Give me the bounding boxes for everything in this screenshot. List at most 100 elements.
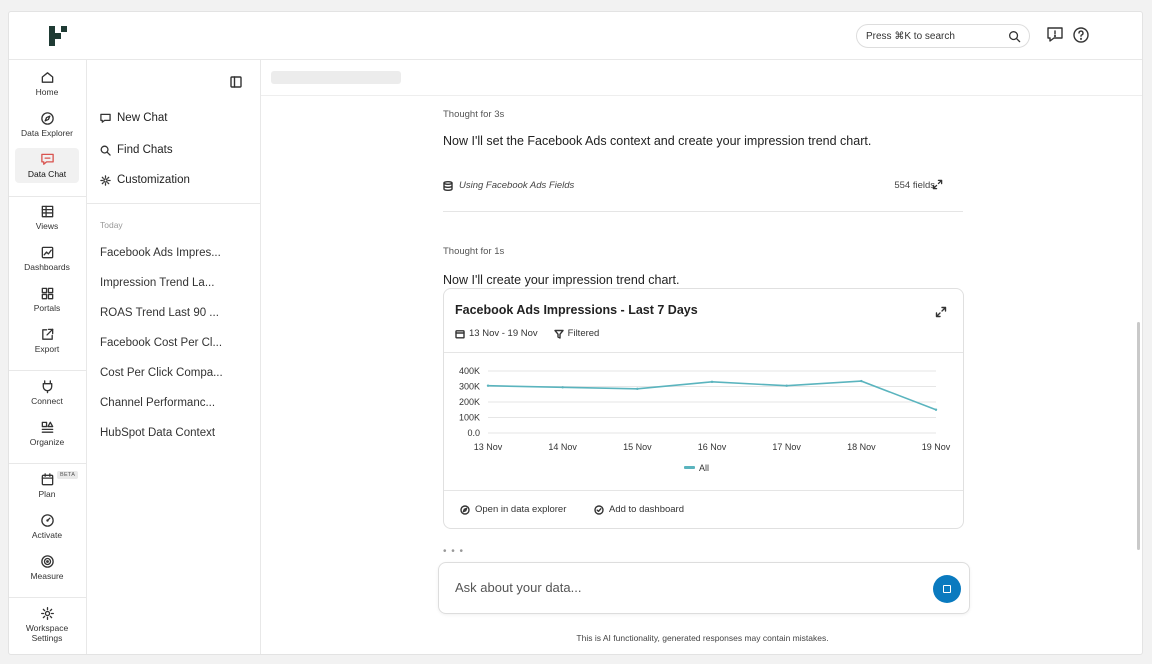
- search-placeholder: Press ⌘K to search: [866, 31, 955, 42]
- new-chat-button[interactable]: New Chat: [100, 112, 168, 124]
- primary-nav: Home Data Explorer Data Chat Views Dashb…: [9, 60, 87, 654]
- fields-count: 554 fields: [894, 180, 935, 191]
- chat-history-item[interactable]: HubSpot Data Context: [100, 427, 216, 439]
- chat-history-item[interactable]: Facebook Cost Per Cl...: [100, 337, 223, 349]
- nav-data-explorer[interactable]: Data Explorer: [15, 111, 79, 138]
- y-tick-label: 200K: [459, 397, 480, 407]
- y-tick-label: 400K: [459, 366, 480, 376]
- nav-label: Dashboards: [24, 262, 70, 272]
- beta-badge: BETA: [57, 471, 79, 479]
- nav-label: Data Explorer: [21, 128, 73, 138]
- nav-plan[interactable]: Plan BETA: [15, 471, 79, 499]
- brand-logo[interactable]: [47, 24, 71, 48]
- stop-button[interactable]: [933, 575, 961, 603]
- help-icon[interactable]: [1071, 25, 1091, 45]
- data-point: [561, 386, 564, 389]
- date-range[interactable]: 13 Nov - 19 Nov: [469, 328, 538, 339]
- nav-data-chat[interactable]: Data Chat: [15, 148, 79, 183]
- thought-duration[interactable]: Thought for 3s: [443, 109, 505, 120]
- target-icon: [40, 555, 54, 568]
- nav-home[interactable]: Home: [15, 70, 79, 97]
- nav-export[interactable]: Export: [15, 327, 79, 354]
- chat-main: Thought for 3s Now I'll set the Facebook…: [261, 60, 1142, 654]
- nav-workspace-settings[interactable]: Workspace Settings: [15, 606, 79, 643]
- nav-label: Organize: [29, 437, 65, 447]
- nav-label: Measure: [30, 571, 64, 581]
- nav-views[interactable]: Views: [15, 204, 79, 231]
- x-tick-label: 15 Nov: [623, 442, 652, 452]
- search-icon: [100, 145, 111, 156]
- filter-label[interactable]: Filtered: [567, 328, 600, 339]
- nav-label: Data Chat: [27, 169, 67, 179]
- nav-activate[interactable]: Activate: [15, 513, 79, 540]
- chat-input[interactable]: [455, 580, 895, 595]
- search-input[interactable]: Press ⌘K to search: [856, 24, 1030, 48]
- find-chats-label: Find Chats: [117, 144, 173, 156]
- chat-sidebar: New Chat Find Chats Customization Today …: [87, 60, 261, 654]
- nav-dashboards[interactable]: Dashboards: [15, 245, 79, 272]
- open-in-data-explorer-button[interactable]: Open in data explorer: [460, 504, 566, 515]
- y-tick-label: 100K: [459, 413, 480, 423]
- x-tick-label: 19 Nov: [922, 442, 951, 452]
- calendar-icon: [455, 329, 465, 338]
- thought-duration[interactable]: Thought for 1s: [443, 246, 505, 257]
- database-icon: [443, 180, 453, 191]
- impressions-line-chart: 0.0 100K 200K 300K 400K 13 Nov 14 Nov 15 Nov 16 …: [459, 366, 951, 473]
- chat-header: [261, 60, 1142, 96]
- series-line: [487, 380, 937, 411]
- nav-label: Export: [34, 344, 60, 354]
- data-point: [710, 380, 714, 384]
- assistant-message: Now I'll set the Facebook Ads context an…: [443, 134, 872, 148]
- add-to-dashboard-button[interactable]: Add to dashboard: [594, 504, 684, 515]
- fields-context-row[interactable]: Using Facebook Ads Fields 554 fields: [443, 179, 963, 212]
- chat-composer: [438, 562, 970, 614]
- search-icon: [1009, 31, 1021, 43]
- nav-label: Connect: [31, 396, 63, 406]
- expand-icon[interactable]: [932, 179, 943, 190]
- chat-history-item[interactable]: Impression Trend La...: [100, 277, 215, 289]
- nav-label: Plan: [38, 489, 56, 499]
- fields-context-label: Using Facebook Ads Fields: [443, 180, 574, 191]
- find-chats-button[interactable]: Find Chats: [100, 144, 173, 156]
- assistant-message: Now I'll create your impression trend ch…: [443, 273, 680, 287]
- feedback-icon[interactable]: [1045, 25, 1065, 45]
- nav-organize[interactable]: Organize: [15, 420, 79, 447]
- chat-icon: [40, 153, 54, 165]
- gear-icon: [40, 607, 54, 620]
- open-in-data-explorer-label: Open in data explorer: [475, 504, 567, 515]
- scrollbar[interactable]: [1137, 322, 1140, 550]
- gear-icon: [100, 174, 111, 186]
- nav-portals[interactable]: Portals: [15, 286, 79, 313]
- customization-button[interactable]: Customization: [100, 174, 190, 186]
- expand-icon[interactable]: [935, 306, 947, 318]
- history-section-label: Today: [100, 220, 123, 230]
- dashboard-icon: [41, 246, 53, 259]
- nav-measure[interactable]: Measure: [15, 554, 79, 581]
- calendar-icon: [41, 473, 53, 486]
- plug-icon: [42, 380, 52, 394]
- nav-label: Workspace Settings: [25, 623, 69, 643]
- x-tick-label: 18 Nov: [847, 442, 876, 452]
- loading-title-placeholder: [271, 71, 401, 84]
- chat-history-item[interactable]: ROAS Trend Last 90 ...: [100, 307, 219, 319]
- check-circle-icon: [594, 504, 604, 515]
- x-tick-label: 16 Nov: [698, 442, 727, 452]
- chat-history-item[interactable]: Facebook Ads Impres...: [100, 247, 221, 259]
- chat-history-item[interactable]: Cost Per Click Compa...: [100, 367, 223, 379]
- nav-label: Home: [35, 87, 59, 97]
- x-tick-label: 17 Nov: [772, 442, 801, 452]
- home-icon: [41, 72, 53, 83]
- app-window: Press ⌘K to search Home Data Explorer Da…: [8, 11, 1143, 655]
- typing-indicator: • • •: [443, 546, 465, 557]
- chart-meta: 13 Nov - 19 Nov Filtered: [455, 328, 599, 339]
- nav-label: Portals: [33, 303, 61, 313]
- sidebar-toggle-icon[interactable]: [230, 76, 242, 88]
- data-point: [636, 387, 639, 391]
- portals-icon: [41, 287, 53, 300]
- chat-history-item[interactable]: Channel Performanc...: [100, 397, 216, 409]
- customization-label: Customization: [117, 174, 190, 186]
- nav-label: Activate: [31, 530, 63, 540]
- nav-connect[interactable]: Connect: [15, 379, 79, 406]
- gauge-icon: [40, 514, 54, 527]
- data-point: [785, 384, 788, 387]
